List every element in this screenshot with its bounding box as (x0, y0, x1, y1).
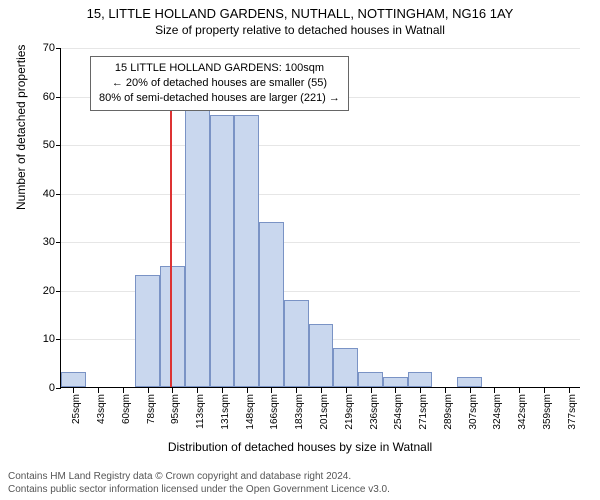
xtick-label: 183sqm (294, 394, 305, 430)
histogram-bar (259, 222, 284, 387)
annotation-line-2: ← 20% of detached houses are smaller (55… (99, 76, 340, 91)
histogram-bar (234, 115, 259, 387)
xtick-label: 219sqm (344, 394, 355, 430)
xtick-mark (395, 388, 396, 393)
annotation-line-1: 15 LITTLE HOLLAND GARDENS: 100sqm (99, 61, 340, 76)
xtick-mark (544, 388, 545, 393)
xtick-mark (271, 388, 272, 393)
xtick-mark (123, 388, 124, 393)
ytick-label: 30 (43, 236, 61, 248)
xtick-mark (321, 388, 322, 393)
histogram-bar (333, 348, 358, 387)
xtick-mark (172, 388, 173, 393)
xtick-label: 131sqm (220, 394, 231, 430)
ytick-label: 10 (43, 333, 61, 345)
histogram-bar (309, 324, 334, 387)
gridline (61, 194, 580, 195)
xtick-label: 166sqm (269, 394, 280, 430)
annotation-line-3: 80% of semi-detached houses are larger (… (99, 91, 340, 106)
xtick-label: 236sqm (369, 394, 380, 430)
xtick-label: 377sqm (567, 394, 578, 430)
ytick-label: 40 (43, 188, 61, 200)
histogram-bar (284, 300, 309, 387)
histogram-bar (457, 377, 482, 387)
xtick-mark (197, 388, 198, 393)
histogram-bar (358, 372, 383, 387)
histogram-bar (61, 372, 86, 387)
annotation-box: 15 LITTLE HOLLAND GARDENS: 100sqm ← 20% … (90, 56, 349, 111)
xtick-label: 254sqm (393, 394, 404, 430)
footer-attribution: Contains HM Land Registry data © Crown c… (8, 471, 390, 496)
histogram-bar (408, 372, 433, 387)
xtick-label: 43sqm (96, 394, 107, 424)
property-marker-line (170, 105, 172, 387)
xtick-mark (247, 388, 248, 393)
xtick-mark (569, 388, 570, 393)
footer-line-1: Contains HM Land Registry data © Crown c… (8, 471, 390, 484)
xtick-label: 359sqm (542, 394, 553, 430)
ytick-label: 50 (43, 139, 61, 151)
xtick-label: 342sqm (517, 394, 528, 430)
xtick-mark (296, 388, 297, 393)
ytick-label: 20 (43, 285, 61, 297)
histogram-bar (383, 377, 408, 387)
gridline (61, 48, 580, 49)
histogram-bar (185, 105, 210, 387)
footer-line-2: Contains public sector information licen… (8, 484, 390, 497)
ytick-label: 60 (43, 91, 61, 103)
ytick-label: 0 (49, 382, 61, 394)
xtick-mark (470, 388, 471, 393)
xtick-mark (148, 388, 149, 393)
gridline (61, 145, 580, 146)
xtick-mark (494, 388, 495, 393)
xtick-mark (98, 388, 99, 393)
xtick-mark (445, 388, 446, 393)
histogram-bar (160, 266, 185, 387)
title-main: 15, LITTLE HOLLAND GARDENS, NUTHALL, NOT… (0, 0, 600, 21)
xtick-label: 60sqm (121, 394, 132, 424)
xtick-mark (371, 388, 372, 393)
xtick-mark (222, 388, 223, 393)
xtick-label: 25sqm (71, 394, 82, 424)
xtick-mark (420, 388, 421, 393)
xtick-mark (346, 388, 347, 393)
xtick-label: 324sqm (492, 394, 503, 430)
xtick-label: 201sqm (319, 394, 330, 430)
title-sub: Size of property relative to detached ho… (0, 21, 600, 37)
xtick-label: 289sqm (443, 394, 454, 430)
gridline (61, 242, 580, 243)
xtick-mark (519, 388, 520, 393)
x-axis-label: Distribution of detached houses by size … (0, 440, 600, 454)
xtick-label: 307sqm (468, 394, 479, 430)
ytick-label: 70 (43, 42, 61, 54)
histogram-bar (210, 115, 235, 387)
histogram-bar (135, 275, 160, 387)
y-axis-label: Number of detached properties (14, 45, 28, 210)
xtick-label: 113sqm (195, 394, 206, 429)
xtick-label: 78sqm (146, 394, 157, 424)
xtick-label: 271sqm (418, 394, 429, 430)
xtick-label: 148sqm (245, 394, 256, 430)
xtick-label: 95sqm (170, 394, 181, 424)
xtick-mark (73, 388, 74, 393)
